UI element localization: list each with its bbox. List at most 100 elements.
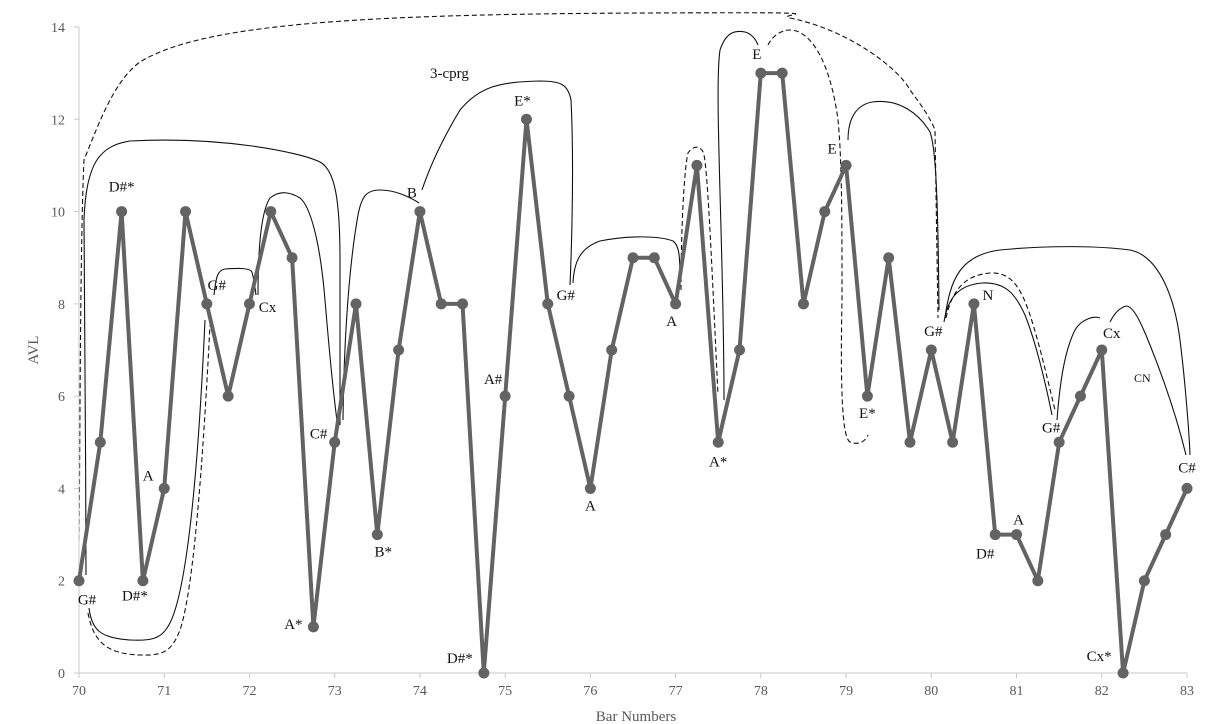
- data-point: [1054, 437, 1065, 448]
- x-axis-title: Bar Numbers: [596, 709, 677, 724]
- data-point: [223, 391, 234, 402]
- point-label: E*: [859, 406, 876, 422]
- point-label: A*: [284, 617, 302, 633]
- data-point: [734, 345, 745, 356]
- x-tick-label: 79: [839, 684, 853, 699]
- point-label: G#: [208, 278, 227, 294]
- data-point: [329, 437, 340, 448]
- data-point: [95, 437, 106, 448]
- data-point: [670, 298, 681, 309]
- data-point: [393, 345, 404, 356]
- point-label: A#: [484, 372, 503, 388]
- y-tick-label: 10: [51, 206, 65, 221]
- data-point: [542, 298, 553, 309]
- data-point: [1011, 529, 1022, 540]
- point-label: C#: [1178, 460, 1196, 476]
- y-axis-title: AVL: [26, 336, 42, 365]
- y-tick-label: 12: [51, 113, 65, 128]
- data-point: [1075, 391, 1086, 402]
- data-point: [116, 206, 127, 217]
- x-tick-label: 83: [1180, 684, 1194, 699]
- point-label: Cx: [259, 300, 277, 316]
- data-point: [500, 391, 511, 402]
- data-point: [308, 621, 319, 632]
- analysis-arcs: [79, 13, 1190, 655]
- data-point: [436, 298, 447, 309]
- data-point: [287, 252, 298, 263]
- data-point: [798, 298, 809, 309]
- data-point: [564, 391, 575, 402]
- data-point: [244, 298, 255, 309]
- data-point: [819, 206, 830, 217]
- data-point: [521, 114, 532, 125]
- data-point: [905, 437, 916, 448]
- point-label: D#: [976, 547, 995, 563]
- point-label: D#*: [447, 651, 473, 667]
- y-tick-label: 2: [58, 575, 65, 590]
- data-point: [457, 298, 468, 309]
- point-label: E*: [514, 93, 531, 109]
- x-tick-label: 81: [1010, 684, 1024, 699]
- x-tick-label: 76: [583, 684, 597, 699]
- axes: 0 2 4 6 8 10 12 14 70 71 72 73 74 75 76 77 78 79 80 81 82 83: [51, 21, 1194, 699]
- data-series: [74, 68, 1193, 679]
- data-point: [1182, 483, 1193, 494]
- data-point: [1160, 529, 1171, 540]
- data-point: [137, 575, 148, 586]
- data-point: [74, 575, 85, 586]
- point-label: C#: [310, 426, 328, 442]
- point-labels: G# D#* D#* A G# Cx A* C# B* B D#* A# E* G# A A A* E E E* G# N…: [78, 47, 1196, 667]
- data-point: [883, 252, 894, 263]
- data-point: [159, 483, 170, 494]
- data-point: [649, 252, 660, 263]
- data-point: [1096, 345, 1107, 356]
- data-point: [777, 68, 788, 79]
- x-tick-label: 82: [1095, 684, 1109, 699]
- arc-3-cprg: [422, 81, 573, 285]
- data-point: [414, 206, 425, 217]
- data-point: [947, 437, 958, 448]
- x-tick-label: 78: [754, 684, 768, 699]
- y-tick-label: 0: [58, 667, 65, 682]
- y-tick-label: 6: [58, 390, 65, 405]
- data-point: [1139, 575, 1150, 586]
- data-point: [755, 68, 766, 79]
- point-label: A: [666, 314, 677, 330]
- data-point: [862, 391, 873, 402]
- series-line: [79, 73, 1187, 673]
- point-label: A*: [709, 454, 727, 470]
- x-tick-label: 72: [242, 684, 256, 699]
- y-tick-label: 4: [58, 482, 65, 497]
- point-label: A: [143, 468, 154, 484]
- annotation-3-cprg: 3-cprg: [430, 66, 469, 82]
- point-label: E: [827, 141, 836, 157]
- annotation-cn: CN: [1134, 371, 1151, 385]
- point-label: E: [752, 47, 761, 63]
- data-point: [265, 206, 276, 217]
- solid-arc-1: [84, 140, 340, 575]
- x-tick-label: 70: [72, 684, 86, 699]
- y-tick-label: 14: [51, 21, 65, 36]
- point-label: G#: [1042, 420, 1061, 436]
- data-point: [990, 529, 1001, 540]
- point-label: A: [1013, 513, 1024, 529]
- point-label: B: [407, 186, 417, 202]
- point-label: G#: [557, 288, 576, 304]
- arc-e-gs: [848, 101, 939, 310]
- point-label: Cx*: [1087, 649, 1112, 665]
- data-point: [713, 437, 724, 448]
- data-point: [926, 345, 937, 356]
- point-label: Cx: [1103, 326, 1121, 342]
- point-label: G#: [924, 324, 943, 340]
- y-tick-label: 8: [58, 298, 65, 313]
- data-point: [585, 483, 596, 494]
- x-tick-label: 77: [669, 684, 683, 699]
- x-tick-label: 71: [157, 684, 171, 699]
- x-tick-label: 75: [498, 684, 512, 699]
- data-point: [1118, 668, 1129, 679]
- point-label: B*: [375, 545, 393, 561]
- data-point: [351, 298, 362, 309]
- data-point: [1032, 575, 1043, 586]
- point-label: G#: [78, 593, 97, 609]
- data-point: [180, 206, 191, 217]
